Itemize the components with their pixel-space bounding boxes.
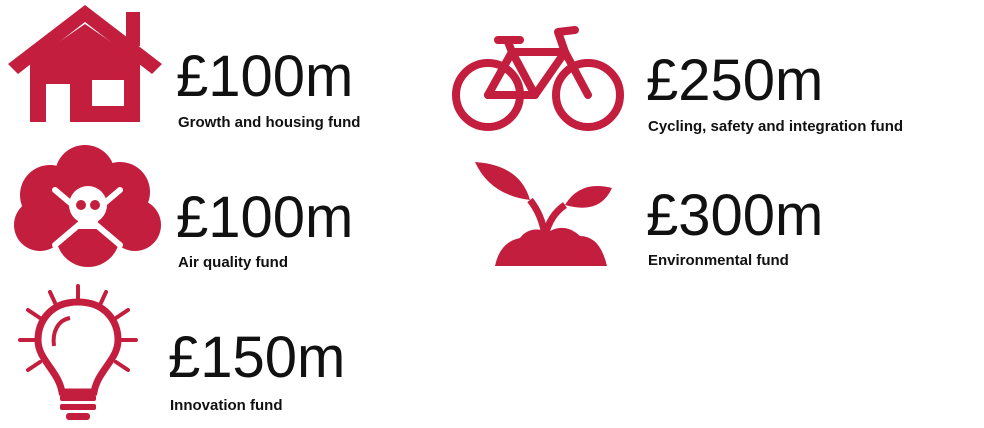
bike-icon <box>452 26 624 131</box>
house-icon <box>8 5 162 122</box>
fund-label: Innovation fund <box>170 397 282 414</box>
fund-label: Growth and housing fund <box>178 114 360 131</box>
fund-label: Cycling, safety and integration fund <box>648 118 903 135</box>
fund-label: Environmental fund <box>648 252 789 269</box>
amount: £250m <box>646 48 823 113</box>
fund-label: Air quality fund <box>178 254 288 271</box>
amount: £150m <box>168 325 345 390</box>
plant-icon <box>475 162 612 266</box>
pollution-icon <box>14 145 161 267</box>
amount: £300m <box>646 183 823 248</box>
amount: £100m <box>176 185 353 250</box>
amount: £100m <box>176 44 353 109</box>
bulb-icon <box>18 284 138 420</box>
